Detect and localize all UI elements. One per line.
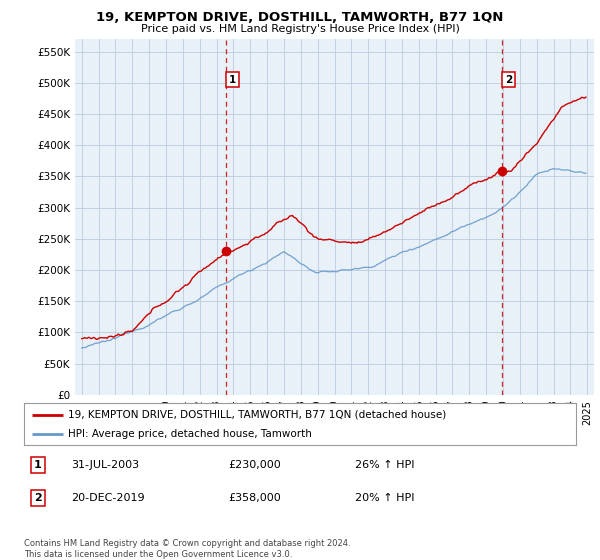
Text: Contains HM Land Registry data © Crown copyright and database right 2024.
This d: Contains HM Land Registry data © Crown c…	[24, 539, 350, 559]
Text: 20-DEC-2019: 20-DEC-2019	[71, 493, 145, 503]
Text: HPI: Average price, detached house, Tamworth: HPI: Average price, detached house, Tamw…	[68, 429, 312, 439]
Text: 26% ↑ HPI: 26% ↑ HPI	[355, 460, 415, 470]
Text: 19, KEMPTON DRIVE, DOSTHILL, TAMWORTH, B77 1QN (detached house): 19, KEMPTON DRIVE, DOSTHILL, TAMWORTH, B…	[68, 409, 446, 419]
Text: 1: 1	[34, 460, 41, 470]
Text: 19, KEMPTON DRIVE, DOSTHILL, TAMWORTH, B77 1QN: 19, KEMPTON DRIVE, DOSTHILL, TAMWORTH, B…	[97, 11, 503, 24]
Text: 2: 2	[34, 493, 41, 503]
Text: £358,000: £358,000	[228, 493, 281, 503]
Text: 2: 2	[505, 75, 512, 85]
Text: 20% ↑ HPI: 20% ↑ HPI	[355, 493, 415, 503]
Text: Price paid vs. HM Land Registry's House Price Index (HPI): Price paid vs. HM Land Registry's House …	[140, 24, 460, 34]
Text: 31-JUL-2003: 31-JUL-2003	[71, 460, 139, 470]
Text: £230,000: £230,000	[228, 460, 281, 470]
Text: 1: 1	[229, 75, 236, 85]
